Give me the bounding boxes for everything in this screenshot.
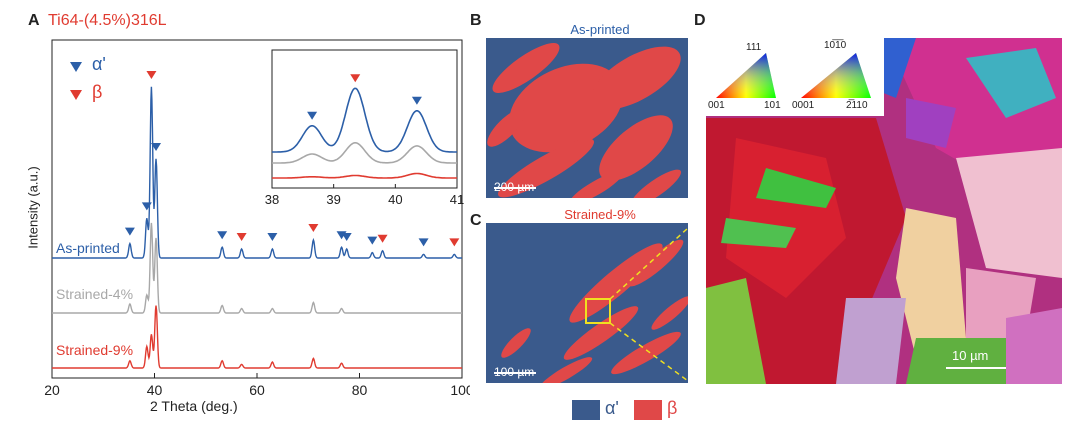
beta-peak-marker	[146, 71, 157, 79]
series-line-0	[52, 86, 462, 259]
strained-phase-map	[494, 227, 688, 383]
panel-b-letter: B	[470, 12, 482, 29]
panel-b-scalebar-label: 200 µm	[494, 180, 535, 194]
inset-x-tick-label: 38	[265, 192, 279, 207]
main-markers	[124, 71, 460, 247]
ipf-hex-right: 2̅110	[846, 100, 868, 111]
inset-series-line-2	[272, 172, 457, 179]
series-label-strained4: Strained-4%	[56, 286, 134, 302]
y-axis-label: Intensity (a.u.)	[25, 166, 41, 249]
x-tick-label: 40	[147, 382, 163, 398]
inset-alpha-marker	[307, 111, 318, 120]
inset-chart: 38 39 40 41	[265, 49, 464, 207]
alpha-color-swatch	[572, 400, 600, 420]
ipf-hex-triangle	[801, 53, 871, 98]
ebsd-ipf-map: 111 001 101 10̅1̅0 0001 2̅110	[706, 38, 1062, 384]
series-label-as-printed: As-printed	[56, 240, 120, 256]
beta-peak-marker	[308, 224, 319, 232]
x-tick-label: 100	[450, 382, 470, 398]
panel-c-title: Strained-9%	[564, 207, 636, 222]
inset-series-line-0	[272, 87, 457, 153]
ipf-key-box: 111 001 101 10̅1̅0 0001 2̅110	[706, 38, 884, 116]
ipf-cubic-right: 101	[764, 100, 781, 111]
phase-marker-legend	[70, 62, 82, 100]
ipf-grain-map	[706, 38, 1062, 384]
x-axis-label: 2 Theta (deg.)	[150, 398, 238, 414]
alpha-peak-marker	[141, 202, 152, 211]
inset-x-tick-label: 41	[450, 192, 464, 207]
panel-d-letter: D	[694, 12, 706, 29]
beta-peak-marker	[377, 234, 388, 243]
beta-legend-marker	[70, 90, 82, 100]
ipf-key-triangles	[716, 53, 871, 98]
alpha-color-label: α'	[605, 398, 619, 418]
beta-peak-marker	[236, 233, 247, 241]
alpha-peak-marker	[367, 236, 378, 245]
zoom-line-bottom	[609, 322, 688, 382]
inset-beta-marker	[350, 74, 361, 83]
series-line-1	[52, 222, 462, 314]
alpha-legend-marker	[70, 62, 82, 72]
beta-legend-label: β	[92, 82, 103, 102]
beta-color-swatch	[634, 400, 662, 420]
ipf-cubic-top: 111	[746, 42, 762, 53]
panel-c-letter: C	[470, 212, 482, 229]
panel-c-scalebar-label: 100 µm	[494, 365, 535, 379]
main-curves	[52, 86, 462, 369]
alpha-peak-marker	[267, 233, 278, 241]
inset-frame	[271, 49, 458, 189]
xrd-chart: 20 40 60 80 100 38 39 40 41	[44, 39, 470, 398]
main-x-axis: 20 40 60 80 100	[44, 373, 470, 398]
beta-color-label: β	[667, 398, 678, 418]
alpha-peak-marker	[418, 238, 429, 247]
alpha-peak-marker	[341, 233, 352, 241]
zoom-box	[585, 298, 611, 324]
alpha-legend-label: α'	[92, 54, 106, 74]
ipf-cubic-left: 001	[708, 100, 725, 111]
inset-x-tick-label: 40	[388, 192, 402, 207]
alpha-peak-marker	[151, 143, 162, 151]
alpha-peak-marker	[124, 227, 135, 236]
panel-a-title: Ti64-(4.5%)316L	[48, 12, 167, 29]
beta-peak-marker	[449, 238, 460, 247]
inset-series-line-1	[272, 142, 457, 164]
panel-b-title: As-printed	[570, 22, 630, 37]
strained-micrograph	[486, 223, 688, 383]
series-label-strained9: Strained-9%	[56, 342, 134, 358]
inset-alpha-marker	[411, 96, 422, 105]
alpha-peak-marker	[217, 231, 228, 240]
inset-x-tick-label: 39	[326, 192, 340, 207]
panel-d-scalebar-label: 10 µm	[952, 348, 989, 363]
x-tick-label: 20	[44, 382, 60, 398]
as-printed-phase-map	[487, 43, 681, 198]
ipf-cubic-triangle	[716, 53, 776, 98]
as-printed-micrograph	[486, 38, 688, 198]
panel-a-letter: A	[28, 12, 40, 29]
series-line-2	[52, 305, 462, 369]
x-tick-label: 80	[352, 382, 368, 398]
ipf-hex-top: 10̅1̅0	[824, 40, 847, 51]
ipf-hex-left: 0001	[792, 100, 815, 111]
x-tick-label: 60	[249, 382, 265, 398]
